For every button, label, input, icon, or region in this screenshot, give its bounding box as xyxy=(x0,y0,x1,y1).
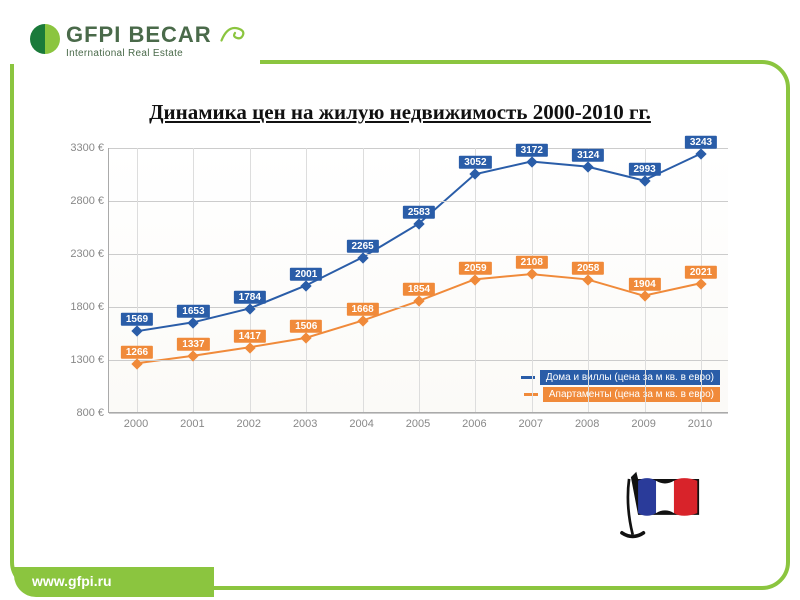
france-flag-icon xyxy=(620,470,710,540)
x-tick-label: 2007 xyxy=(500,418,562,430)
data-label: 1904 xyxy=(628,278,660,291)
y-tick-label: 1800 € xyxy=(60,301,104,313)
data-label: 1854 xyxy=(403,283,435,296)
data-label: 1653 xyxy=(177,304,209,317)
gridline-v xyxy=(419,148,420,412)
x-tick-label: 2009 xyxy=(613,418,675,430)
y-tick-label: 2800 € xyxy=(60,195,104,207)
gridline-v xyxy=(532,148,533,412)
gridline-h xyxy=(109,413,728,414)
x-tick-label: 2003 xyxy=(274,418,336,430)
data-label: 2001 xyxy=(290,267,322,280)
x-tick-label: 2010 xyxy=(669,418,731,430)
price-dynamics-chart: Дома и виллы (цена за м кв. в евро) Апар… xyxy=(60,140,740,450)
data-label: 1506 xyxy=(290,320,322,333)
gridline-v xyxy=(193,148,194,412)
data-label: 2108 xyxy=(516,256,548,269)
page-title: Динамика цен на жилую недвижимость 2000-… xyxy=(0,100,800,125)
x-tick-label: 2004 xyxy=(331,418,393,430)
data-label: 1337 xyxy=(177,338,209,351)
data-label: 2021 xyxy=(685,265,717,278)
data-label: 2993 xyxy=(628,162,660,175)
data-label: 2059 xyxy=(459,261,491,274)
x-tick-label: 2006 xyxy=(443,418,505,430)
gridline-v xyxy=(250,148,251,412)
data-label: 3124 xyxy=(572,148,604,161)
brand-mark-icon xyxy=(30,24,60,54)
data-label: 3172 xyxy=(516,143,548,156)
chart-legend: Дома и виллы (цена за м кв. в евро) Апар… xyxy=(521,368,720,402)
gridline-v xyxy=(137,148,138,412)
x-tick-label: 2008 xyxy=(556,418,618,430)
x-tick-label: 2001 xyxy=(161,418,223,430)
y-tick-label: 1300 € xyxy=(60,354,104,366)
data-label: 2058 xyxy=(572,261,604,274)
data-label: 1266 xyxy=(121,345,153,358)
brand-swirl-icon xyxy=(220,22,250,44)
data-label: 1569 xyxy=(121,313,153,326)
data-label: 1417 xyxy=(234,329,266,342)
data-label: 1784 xyxy=(234,290,266,303)
chart-plot-area: Дома и виллы (цена за м кв. в евро) Апар… xyxy=(108,148,728,413)
y-tick-label: 800 € xyxy=(60,407,104,419)
y-tick-label: 3300 € xyxy=(60,142,104,154)
brand-logo: GFPI BECAR International Real Estate xyxy=(30,22,250,59)
gridline-v xyxy=(363,148,364,412)
y-tick-label: 2300 € xyxy=(60,248,104,260)
brand-subtitle: International Real Estate xyxy=(66,48,212,59)
brand-title: GFPI BECAR xyxy=(66,22,212,48)
data-label: 2583 xyxy=(403,206,435,219)
footer-url: www.gfpi.ru xyxy=(14,567,214,597)
data-label: 1668 xyxy=(346,303,378,316)
legend-label-apartments: Апартаменты (цена за м кв. в евро) xyxy=(543,387,720,402)
x-tick-label: 2000 xyxy=(105,418,167,430)
data-label: 3052 xyxy=(459,156,491,169)
data-label: 2265 xyxy=(346,240,378,253)
legend-label-houses: Дома и виллы (цена за м кв. в евро) xyxy=(540,370,720,385)
data-label: 3243 xyxy=(685,136,717,149)
x-tick-label: 2005 xyxy=(387,418,449,430)
x-tick-label: 2002 xyxy=(218,418,280,430)
